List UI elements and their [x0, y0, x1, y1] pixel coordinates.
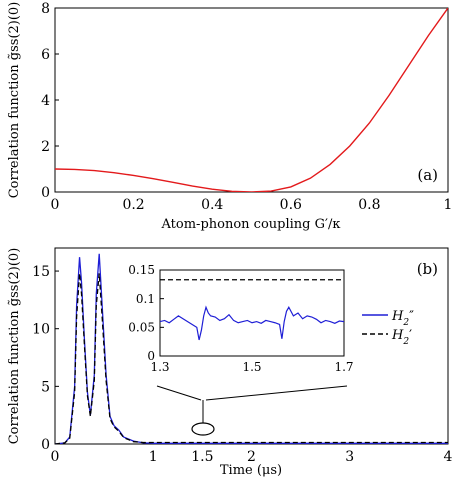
panel-a-x-tick-label: 1: [444, 197, 453, 213]
panel-b-ticks: 0 1 1.5 2 3 4 0 5 10 15: [32, 264, 452, 465]
panel-b-x-axis-label: Time (μs): [220, 463, 282, 478]
panel-b-frame: [54, 247, 449, 445]
panel-a-y-axis-label: Correlation function g̃ss(2)(0): [7, 2, 22, 199]
panel-b-label: (b): [417, 260, 438, 278]
inset-frame: [159, 269, 345, 357]
panel-b-y-tick-label: 15: [32, 264, 50, 280]
panel-b-x-tick-label: 1: [149, 449, 158, 465]
panel-b: 0 1 1.5 2 3 4 0 5 10 15 (b) Time (μs) Correlation…: [7, 247, 453, 478]
legend: H2″ H2′: [362, 309, 414, 347]
inset-x-tick-label: 1.3: [150, 360, 169, 374]
panel-b-series: [55, 253, 448, 444]
inset: 1.3 1.5 1.7 0 0.05 0.1 0.15: [128, 263, 353, 374]
legend-label-h2-prime: H2′: [391, 328, 412, 347]
panel-a-y-tick-label: 8: [41, 1, 50, 17]
panel-a-x-tick-label: 0.6: [280, 197, 302, 213]
panel-a-x-axis-label: Atom-phonon coupling G′/κ: [161, 217, 341, 232]
panel-a-x-tick-label: 0.8: [358, 197, 380, 213]
inset-series-h2-double-prime-line: [160, 305, 344, 341]
inset-y-tick-label: 0.15: [128, 263, 155, 277]
inset-ticks: 1.3 1.5 1.7 0 0.05 0.1 0.15: [128, 263, 353, 374]
inset-y-tick-label: 0.1: [136, 292, 155, 306]
panel-b-y-tick-label: 5: [41, 379, 50, 395]
panel-a-y-tick-label: 4: [41, 93, 50, 109]
inset-x-tick-label: 1.7: [334, 360, 353, 374]
panel-b-y-axis-label: Correlation function g̃ss(2)(0): [7, 248, 22, 445]
panel-b-x-tick-label: 1.5: [191, 449, 213, 465]
zoom-ellipse: [191, 422, 215, 436]
panel-a-y-tick-label: 2: [41, 139, 50, 155]
inset-series: [160, 279, 344, 341]
inset-y-tick-label: 0.05: [128, 321, 155, 335]
panel-b-y-tick-label: 10: [32, 322, 50, 338]
panel-b-y-tick-label: 0: [41, 437, 50, 453]
panel-b-x-tick-label: 0: [51, 449, 60, 465]
panel-b-x-tick-label: 3: [345, 449, 354, 465]
panel-a-series-line: [55, 8, 448, 192]
panel-b-series-h2-prime-line: [55, 273, 448, 444]
panel-a-x-tick-label: 0.2: [122, 197, 144, 213]
legend-label-h2-double-prime: H2″: [391, 309, 414, 328]
panel-b-x-tick-label: 2: [247, 449, 256, 465]
panel-a-frame: [54, 7, 449, 193]
panel-a-x-tick-label: 0.4: [201, 197, 223, 213]
inset-y-tick-label: 0: [147, 349, 155, 363]
panel-b-series-h2-double-prime-line: [55, 253, 448, 444]
zoom-connector-right: [205, 385, 348, 401]
zoom-connector-left: [156, 385, 202, 401]
inset-x-tick-label: 1.5: [242, 360, 261, 374]
panel-a-ticks: 0 0.2 0.4 0.6 0.8 1 0 2 4 6 8: [41, 1, 452, 213]
panel-a-y-tick-label: 0: [41, 185, 50, 201]
panel-a-x-tick-label: 0: [51, 197, 60, 213]
panel-b-x-tick-label: 4: [444, 449, 453, 465]
panel-a-y-tick-label: 6: [41, 47, 50, 63]
panel-a-label: (a): [417, 166, 438, 184]
panel-a: 0 0.2 0.4 0.6 0.8 1 0 2 4 6 8 (a) Atom-phonon coup…: [7, 1, 452, 232]
